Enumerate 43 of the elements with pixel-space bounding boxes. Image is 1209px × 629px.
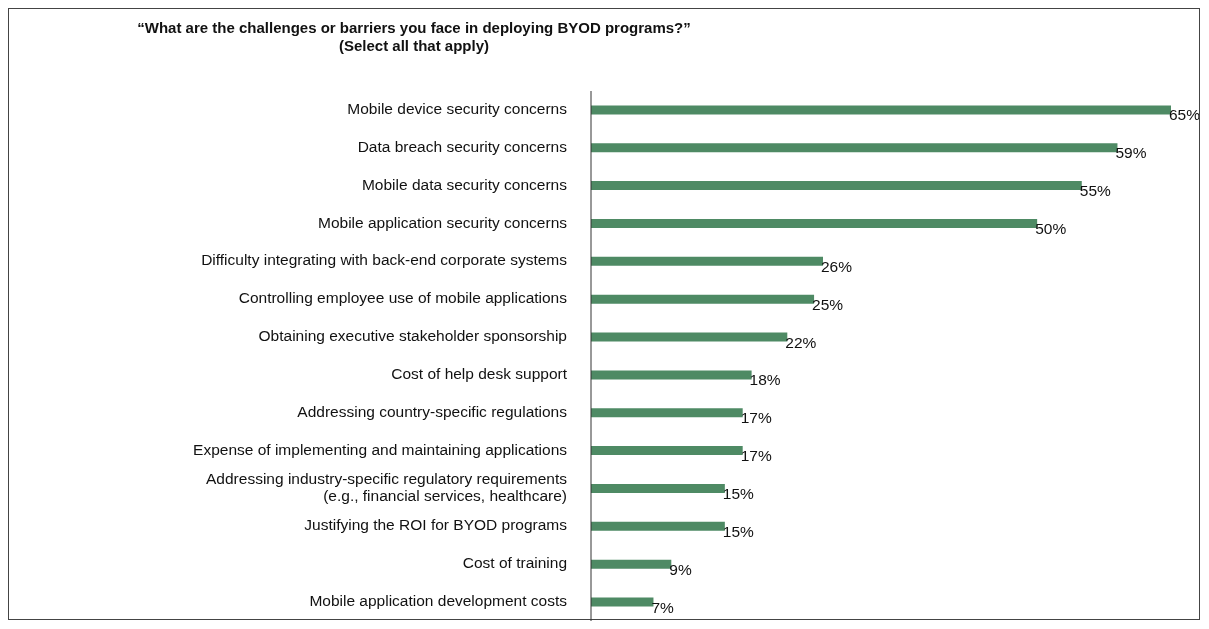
bar [591, 256, 823, 266]
y-tick-label: Mobile data security concerns [361, 175, 568, 193]
data-label: 17% [740, 447, 772, 465]
data-label: 18% [749, 371, 781, 389]
y-tick-label: Data breach security concerns [357, 137, 568, 155]
data-label: 17% [740, 409, 772, 427]
data-label: 22% [785, 333, 817, 351]
y-tick-label: Mobile application development costs [309, 592, 568, 610]
data-label: 26% [821, 257, 853, 275]
bar [591, 597, 654, 607]
bar [591, 332, 788, 342]
y-tick-label: Mobile device security concerns [347, 100, 568, 118]
bar [591, 521, 725, 531]
y-tick-label: Mobile application security concerns [318, 213, 568, 231]
bar [591, 483, 725, 493]
y-tick-label: Expense of implementing and maintaining applications [193, 440, 568, 458]
data-label: 65% [1169, 106, 1201, 124]
data-label: 9% [669, 560, 692, 578]
data-label: 59% [1115, 144, 1147, 162]
bar [591, 218, 1038, 228]
bar [591, 143, 1118, 153]
y-tick-label: Difficulty integrating with back-end corporate systems [201, 251, 568, 269]
y-tick-label: Obtaining executive stakeholder sponsorship [258, 327, 567, 345]
bar [591, 559, 672, 569]
data-label: 50% [1035, 219, 1067, 237]
bar [591, 181, 1082, 191]
bar [591, 446, 743, 456]
text: (Select all that apply) [337, 37, 490, 55]
y-tick-label: Cost of help desk support [391, 365, 568, 383]
y-tick-label: Justifying the ROI for BYOD programs [304, 516, 568, 534]
y-tick-label: Addressing industry-specific regulatory requirements (e.g., financial services, healthcare) [206, 470, 568, 505]
bar [591, 408, 743, 418]
bar [591, 370, 752, 380]
data-label: 7% [651, 598, 675, 616]
y-tick-label: Cost of training [462, 554, 567, 572]
text: “What are the challenges or barriers you face in deploying BYOD programs?” [136, 19, 692, 37]
data-label: 55% [1079, 182, 1112, 200]
data-label: 15% [722, 522, 755, 540]
data-label: 15% [722, 484, 755, 502]
y-tick-label: Addressing country-specific regulations [297, 402, 568, 420]
y-tick-label: Controlling employee use of mobile applications [238, 289, 568, 307]
data-label: 25% [812, 295, 844, 313]
bar [591, 105, 1171, 115]
